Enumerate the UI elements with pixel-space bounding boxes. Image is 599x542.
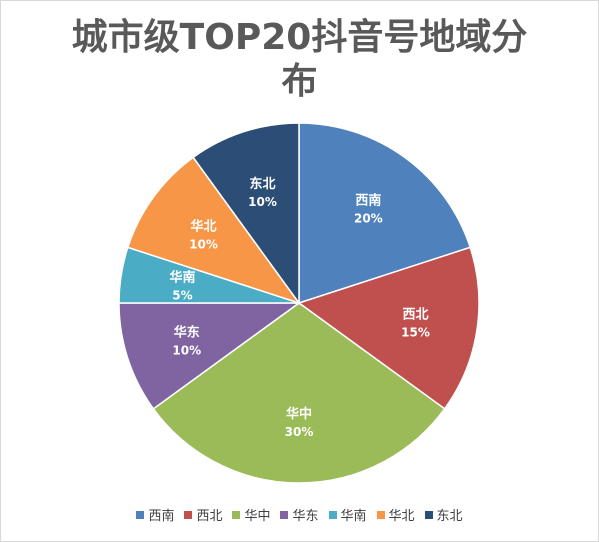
chart-title: 城市级TOP20抖音号地域分布 [71, 17, 528, 102]
legend-item-1: 西南 [136, 505, 174, 524]
legend-item-2: 西北 [184, 505, 222, 524]
legend-label: 华中 [244, 509, 271, 524]
legend-label: 西北 [196, 509, 223, 524]
pie-slice-1 [298, 122, 472, 305]
legend-swatch [232, 510, 241, 519]
legend-label: 华东 [292, 509, 319, 524]
legend-swatch [424, 510, 433, 519]
data-label-2: 西北 15% [401, 307, 430, 339]
legend-item-5: 华南 [328, 505, 367, 524]
legend-label: 华北 [388, 509, 415, 524]
data-label-6: 华北 10% [189, 219, 218, 252]
data-label-7: 东北 10% [248, 176, 277, 209]
legend-swatch [376, 510, 385, 519]
legend-label: 华南 [340, 509, 367, 524]
pie-slice-3 [152, 302, 446, 484]
pie-slice-4 [118, 302, 302, 410]
data-label-3: 华中 30% [285, 406, 314, 439]
data-label-1: 西南 20% [354, 193, 383, 226]
data-label-5: 华南 5% [169, 270, 195, 303]
legend-item-4: 华东 [280, 505, 319, 524]
legend-swatch [328, 510, 337, 519]
legend-item-3: 华中 [232, 505, 270, 524]
pie-slice-6 [126, 156, 301, 305]
legend-swatch [136, 510, 145, 519]
legend-swatch [280, 510, 289, 519]
legend: 西南 西北 华中 华东 华南 华北 东北 [0, 505, 599, 524]
legend-item-7: 东北 [424, 505, 463, 524]
legend-item-6: 华北 [376, 505, 415, 524]
legend-label: 西南 [148, 509, 175, 524]
pie-slice-7 [192, 122, 300, 306]
data-label-4: 华东 10% [172, 324, 201, 357]
legend-label: 东北 [436, 509, 463, 524]
pie-slice-2 [297, 246, 480, 410]
legend-swatch [184, 510, 193, 519]
